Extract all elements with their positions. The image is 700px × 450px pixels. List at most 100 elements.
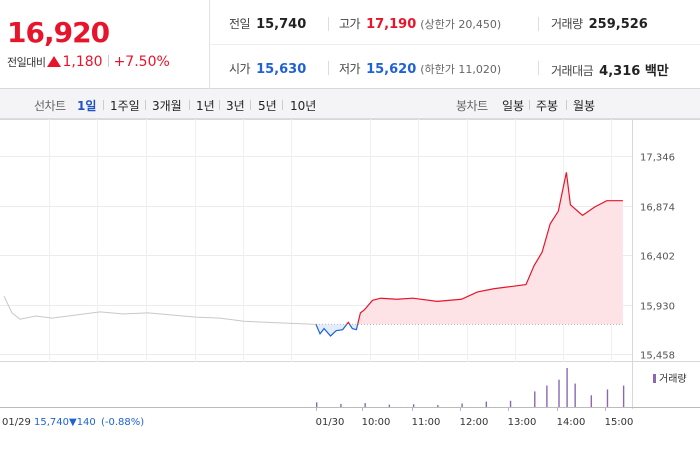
divider xyxy=(328,61,329,75)
stat-value: 15,620 xyxy=(366,62,417,77)
divider xyxy=(210,44,700,45)
series-group xyxy=(3,172,623,337)
volume-bar xyxy=(534,391,536,407)
volume-bar xyxy=(364,403,366,407)
volume-bar xyxy=(461,403,463,407)
volume-chart xyxy=(316,368,625,407)
change-label: 전일대비 xyxy=(7,56,46,69)
period-1d[interactable]: 1일 xyxy=(77,99,97,113)
divider xyxy=(219,100,220,110)
prev-day-change: ▼140 xyxy=(69,417,96,428)
candle-chart-label: 봉차트 xyxy=(456,99,488,113)
candle-daily[interactable]: 일봉 xyxy=(502,99,525,113)
line-chart-label: 선차트 xyxy=(34,99,66,113)
volume-legend-label: 거래량 xyxy=(659,373,687,385)
divider xyxy=(282,100,283,110)
up-triangle-icon xyxy=(47,56,62,67)
current-price: 16,920 xyxy=(7,16,110,49)
stat-label: 저가 xyxy=(339,62,361,76)
price-line-down xyxy=(315,324,359,337)
volume-bar xyxy=(546,385,548,407)
change-percent: +7.50% xyxy=(113,54,170,70)
stat-value: 4,316 백만 xyxy=(599,64,669,79)
prev-day-close: 15,740 xyxy=(34,417,69,428)
period-5y[interactable]: 5년 xyxy=(258,99,277,113)
volume-legend-swatch xyxy=(653,374,656,383)
price-line-up xyxy=(316,172,623,325)
volume-bar xyxy=(316,402,318,407)
period-1y[interactable]: 1년 xyxy=(196,99,215,113)
stat-label: 전일 xyxy=(229,17,251,31)
divider xyxy=(189,100,190,110)
stat-prev-close: 전일 15,740 xyxy=(229,15,306,32)
stat-label: 고가 xyxy=(339,17,361,31)
stat-value: 259,526 xyxy=(588,17,648,32)
stat-high: 고가 17,190 (상한가 20,450) xyxy=(339,15,501,32)
price-summary: 16,920 전일대비 1,180 +7.50% 전일 15,740 시가 15,630… xyxy=(0,0,700,89)
stat-volume: 거래량 259,526 xyxy=(551,15,648,32)
period-3m[interactable]: 3개월 xyxy=(152,99,182,113)
price-chart: 17,346 16,874 16,402 15,930 15,458 01/30 10:0… xyxy=(0,119,700,428)
stat-value: 15,740 xyxy=(256,17,307,32)
divider xyxy=(250,100,251,110)
stat-upper-limit: (상한가 20,450) xyxy=(420,18,502,31)
period-1w[interactable]: 1주일 xyxy=(110,99,140,113)
prev-day-percent: (-0.88%) xyxy=(101,417,144,428)
prev-day-label: 01/29 xyxy=(2,417,31,428)
stat-value: 17,190 xyxy=(366,17,417,32)
volume-bar xyxy=(340,403,342,407)
stat-trade-amount: 거래대금 4,316 백만 xyxy=(551,60,669,79)
period-10y[interactable]: 10년 xyxy=(290,99,317,113)
prev-day-summary: 01/29 15,740 ▼140 (-0.88%) xyxy=(2,417,144,428)
divider xyxy=(529,100,530,110)
change-row: 전일대비 1,180 +7.50% xyxy=(7,54,170,70)
candle-weekly[interactable]: 주봉 xyxy=(536,99,559,113)
x-tick-label: 15:00 xyxy=(605,417,634,428)
stat-label: 거래대금 xyxy=(551,64,594,78)
volume-bar xyxy=(437,405,439,407)
stat-label: 거래량 xyxy=(551,17,583,31)
volume-bar xyxy=(590,395,593,407)
volume-bar xyxy=(622,385,625,407)
y-tick-label: 16,402 xyxy=(640,252,675,263)
x-tick-label: 11:00 xyxy=(412,417,441,428)
x-tick-label: 13:00 xyxy=(508,417,537,428)
divider xyxy=(538,17,539,31)
stat-low: 저가 15,620 (하한가 11,020) xyxy=(339,60,501,77)
x-tick-label: 12:00 xyxy=(460,417,489,428)
x-tick-label: 14:00 xyxy=(557,417,586,428)
divider xyxy=(328,17,329,31)
stat-value: 15,630 xyxy=(256,62,307,77)
change-amount: 1,180 xyxy=(62,54,103,70)
period-selector-bar: 선차트 1일 1주일 3개월 1년 3년 5년 10년 봉차트 일봉 주봉 월봉 xyxy=(0,89,700,119)
volume-bar xyxy=(509,400,512,407)
y-tick-label: 17,346 xyxy=(640,153,675,164)
candle-monthly[interactable]: 월봉 xyxy=(573,99,596,113)
x-axis-ticks: 01/30 10:00 11:00 12:00 13:00 14:00 15:00 xyxy=(316,407,634,428)
stat-open: 시가 15,630 xyxy=(229,60,306,77)
y-tick-label: 15,930 xyxy=(640,302,675,313)
divider xyxy=(107,55,109,67)
stat-label: 시가 xyxy=(229,62,251,76)
period-3y[interactable]: 3년 xyxy=(226,99,245,113)
divider xyxy=(566,100,567,110)
volume-bar xyxy=(606,389,609,407)
divider xyxy=(538,61,539,75)
y-tick-label: 16,874 xyxy=(640,203,675,214)
divider xyxy=(103,100,104,110)
volume-bar xyxy=(388,404,391,407)
x-tick-label: 10:00 xyxy=(362,417,391,428)
volume-bar xyxy=(566,368,568,407)
volume-bar xyxy=(485,401,488,407)
prev-day-line xyxy=(3,295,317,325)
x-tick-label: 01/30 xyxy=(316,417,345,428)
price-area-up xyxy=(346,172,623,325)
divider xyxy=(145,100,146,110)
volume-bar xyxy=(412,404,415,407)
stat-lower-limit: (하한가 11,020) xyxy=(420,63,502,76)
volume-bar xyxy=(558,379,560,407)
y-axis-ticks: 17,346 16,874 16,402 15,930 15,458 xyxy=(640,153,675,362)
y-tick-label: 15,458 xyxy=(640,351,675,362)
current-price-box: 16,920 전일대비 1,180 +7.50% xyxy=(0,0,210,89)
volume-legend: 거래량 xyxy=(653,373,687,385)
